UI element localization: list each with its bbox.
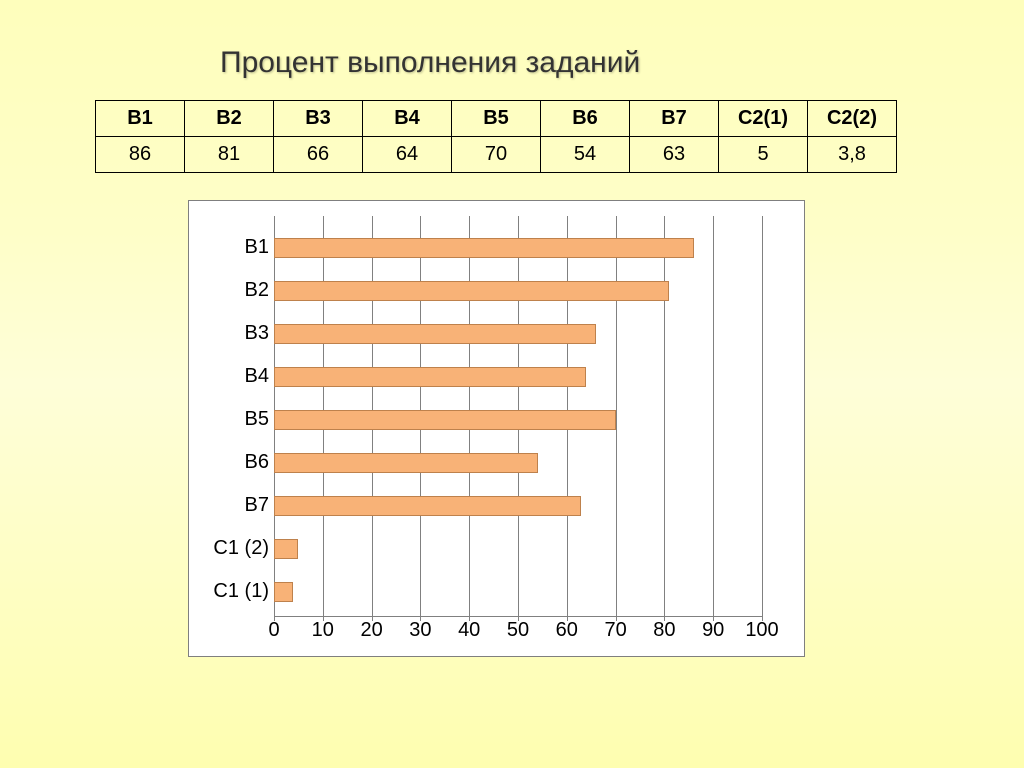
- category-label: С1 (1): [194, 580, 269, 603]
- table-cell: 63: [630, 137, 719, 173]
- bar-chart: 0 10 20 30 40 50 60 70 80 90 100 В1 В2 В3 В4 В5 В6 В7 С1 (…: [188, 200, 805, 657]
- table-header-cell: В6: [541, 101, 630, 137]
- table-row: 86 81 66 64 70 54 63 5 3,8: [96, 137, 897, 173]
- bar: [274, 238, 694, 258]
- table-header-cell: С2(2): [808, 101, 897, 137]
- category-label: В5: [194, 408, 269, 431]
- category-label: С1 (2): [194, 537, 269, 560]
- x-tick-label: 90: [702, 619, 724, 642]
- category-label: В1: [194, 236, 269, 259]
- bar: [274, 496, 581, 516]
- table-header-cell: В4: [363, 101, 452, 137]
- category-label: В3: [194, 322, 269, 345]
- table-cell: 66: [274, 137, 363, 173]
- x-tick-label: 70: [604, 619, 626, 642]
- bar: [274, 324, 596, 344]
- table-header-row: В1 В2 В3 В4 В5 В6 В7 С2(1) С2(2): [96, 101, 897, 137]
- table-cell: 81: [185, 137, 274, 173]
- gridline: [713, 216, 714, 616]
- bar: [274, 281, 669, 301]
- category-label: В7: [194, 494, 269, 517]
- table-cell: 70: [452, 137, 541, 173]
- x-tick-label: 60: [556, 619, 578, 642]
- x-tick-label: 100: [745, 619, 778, 642]
- data-table: В1 В2 В3 В4 В5 В6 В7 С2(1) С2(2) 86 81 6…: [95, 100, 897, 173]
- table-cell: 5: [719, 137, 808, 173]
- x-tick-label: 10: [312, 619, 334, 642]
- x-tick-label: 50: [507, 619, 529, 642]
- bar: [274, 582, 293, 602]
- category-label: В4: [194, 365, 269, 388]
- bar: [274, 367, 586, 387]
- bar: [274, 453, 538, 473]
- bar: [274, 410, 616, 430]
- x-tick-label: 40: [458, 619, 480, 642]
- x-tick-label: 80: [653, 619, 675, 642]
- table-header-cell: С2(1): [719, 101, 808, 137]
- table-header-cell: В3: [274, 101, 363, 137]
- table-header-cell: В5: [452, 101, 541, 137]
- gridline: [616, 216, 617, 616]
- table-cell: 64: [363, 137, 452, 173]
- x-tick-label: 20: [360, 619, 382, 642]
- x-tick-label: 0: [268, 619, 279, 642]
- table-header-cell: В1: [96, 101, 185, 137]
- category-label: В2: [194, 279, 269, 302]
- table-cell: 3,8: [808, 137, 897, 173]
- category-label: В6: [194, 451, 269, 474]
- table-cell: 54: [541, 137, 630, 173]
- gridline: [664, 216, 665, 616]
- plot-area: [274, 216, 762, 617]
- table-cell: 86: [96, 137, 185, 173]
- x-tick-label: 30: [409, 619, 431, 642]
- page-title: Процент выполнения заданий: [220, 46, 640, 80]
- bar: [274, 539, 298, 559]
- table-header-cell: В2: [185, 101, 274, 137]
- table-header-cell: В7: [630, 101, 719, 137]
- gridline: [762, 216, 763, 616]
